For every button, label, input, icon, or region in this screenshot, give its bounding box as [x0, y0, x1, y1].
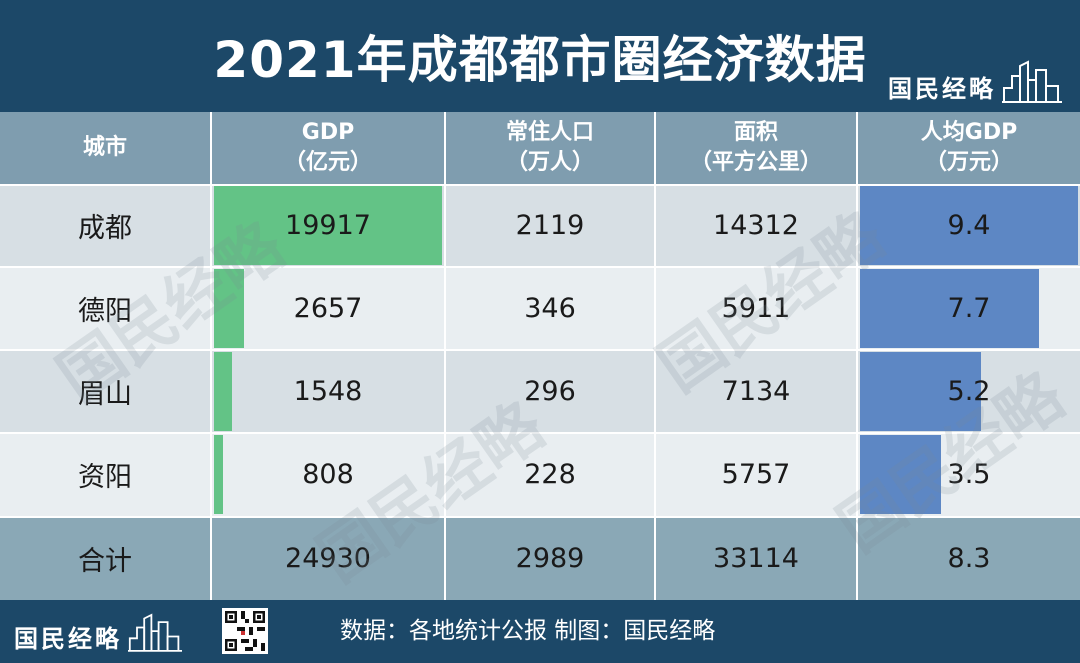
gdp-cell: 19917: [210, 184, 444, 267]
population-cell: 228: [444, 433, 654, 516]
gdp-bar: [214, 269, 244, 348]
city-cell: 德阳: [78, 296, 132, 327]
table-row: 德阳 2657 346 5911 7.7: [0, 267, 1080, 350]
area-cell: 7134: [654, 350, 856, 433]
column-header-gdp: GDP （亿元）: [210, 112, 444, 184]
source-note: 数据：各地统计公报 制图：国民经略: [340, 618, 716, 644]
brand-bottom: 国民经略: [14, 610, 182, 654]
gdp-per-capita-cell: 9.4: [856, 184, 1080, 267]
brand-name: 国民经略: [14, 624, 122, 653]
gdp-cell: 808: [210, 433, 444, 516]
table-row: 眉山 1548 296 7134 5.2: [0, 350, 1080, 433]
row-divider: [0, 516, 1080, 518]
gdp-per-capita-bar: [860, 269, 1039, 348]
total-gdp-cell: 24930: [210, 517, 444, 600]
row-divider: [0, 349, 1080, 351]
gdp-per-capita-bar: [860, 186, 1078, 265]
column-header-area: 面积 （平方公里）: [654, 112, 856, 184]
header: 2021年成都都市圈经济数据 国民经略: [0, 0, 1080, 112]
table-header-row: 城市 GDP （亿元） 常住人口 （万人） 面积 （平方公里） 人均GDP （万元）: [0, 112, 1080, 184]
population-cell: 346: [444, 267, 654, 350]
area-cell: 5757: [654, 433, 856, 516]
page-title: 2021年成都都市圈经济数据: [213, 31, 867, 89]
gdp-per-capita-bar: [860, 435, 941, 514]
row-divider: [0, 432, 1080, 434]
city-cell: 资阳: [78, 462, 132, 493]
city-cell: 成都: [78, 213, 132, 244]
population-cell: 296: [444, 350, 654, 433]
footer: 国民经略: [0, 600, 1080, 663]
gdp-per-capita-cell: 7.7: [856, 267, 1080, 350]
column-header-population: 常住人口 （万人）: [444, 112, 654, 184]
total-label-cell: 合计: [78, 546, 132, 577]
area-cell: 5911: [654, 267, 856, 350]
data-table: 城市 GDP （亿元） 常住人口 （万人） 面积 （平方公里） 人均GDP （万元） 成…: [0, 112, 1080, 600]
total-population-cell: 2989: [444, 517, 654, 600]
city-cell: 眉山: [78, 379, 132, 410]
gdp-cell: 2657: [210, 267, 444, 350]
gdp-bar: [214, 352, 232, 431]
row-divider: [0, 184, 1080, 186]
total-row: 合计 24930 2989 33114 8.3: [0, 517, 1080, 600]
brand-top: 国民经略: [888, 58, 1062, 104]
building-logo-icon: [128, 613, 182, 652]
population-cell: 2119: [444, 184, 654, 267]
brand-name: 国民经略: [888, 74, 996, 103]
area-cell: 14312: [654, 184, 856, 267]
gdp-per-capita-cell: 5.2: [856, 350, 1080, 433]
gdp-bar: [214, 435, 223, 514]
qr-code-icon: [222, 608, 268, 654]
gdp-per-capita-bar: [860, 352, 981, 431]
total-area-cell: 33114: [654, 517, 856, 600]
gdp-cell: 1548: [210, 350, 444, 433]
total-gdp-per-capita-cell: 8.3: [856, 517, 1080, 600]
row-divider: [0, 266, 1080, 268]
gdp-bar: [214, 186, 442, 265]
gdp-per-capita-cell: 3.5: [856, 433, 1080, 516]
column-header-city: 城市: [82, 135, 127, 160]
column-header-gdp-per-capita: 人均GDP （万元）: [856, 112, 1080, 184]
building-logo-icon: [1002, 60, 1062, 103]
table-row: 资阳 808 228 5757 3.5: [0, 433, 1080, 516]
table-row: 成都 19917 2119 14312 9.4: [0, 184, 1080, 267]
